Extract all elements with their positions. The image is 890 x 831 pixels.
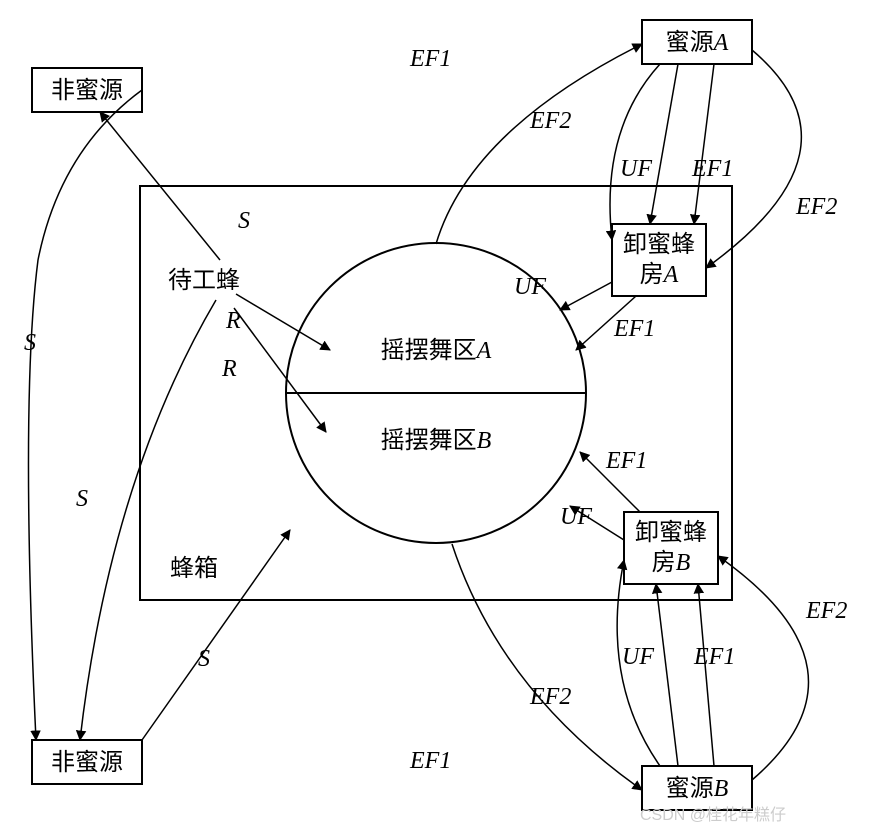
edge-label-uf-a-down: UF (620, 156, 652, 182)
edge-label-s-top-in: S (238, 208, 250, 234)
edge-ef1-bot-out (452, 544, 642, 790)
unload-b-label2: 房B (652, 549, 691, 576)
edge-label-ef1-top-out: EF1 (409, 46, 451, 72)
edge-label-uf-b-up: UF (622, 644, 654, 670)
edge-label-uf-b-dance: UF (560, 504, 592, 530)
edge-s-bot-out (80, 300, 216, 740)
edge-label-ef1-b-dance: EF1 (605, 448, 647, 474)
diagram-canvas: 蜂箱 摇摆舞区A 摇摆舞区B 待工蜂 非蜜源 非蜜源 蜜源A 蜜源B 卸蜜蜂 房… (0, 0, 890, 831)
non-source-top-label: 非蜜源 (51, 77, 123, 104)
watermark-text: CSDN @桂花年糕仔 (640, 806, 786, 824)
unload-a-label2: 房A (640, 261, 679, 288)
edge-label-ef2-b-in: EF2 (529, 684, 571, 710)
edge-uf-b-up (656, 584, 678, 766)
edge-label-s-bot-in: S (198, 646, 210, 672)
edge-ef1-top-out (436, 44, 642, 244)
edge-uf-a-dance (560, 282, 612, 310)
edge-ef1-a-down (694, 64, 714, 224)
edge-label-ef1-bot-out: EF1 (409, 748, 451, 774)
dance-a-label: 摇摆舞区A (381, 337, 492, 364)
edge-label-r-a: R (225, 308, 241, 334)
edge-uf-a-down (650, 64, 678, 224)
edge-label-ef1-a-dance: EF1 (613, 316, 655, 342)
source-a-label: 蜜源A (666, 29, 729, 56)
edge-label-ef2-a-loop: EF2 (795, 194, 837, 220)
edge-s-top-out (28, 90, 142, 740)
hive-label: 蜂箱 (170, 555, 218, 582)
edge-label-r-b: R (221, 356, 237, 382)
unload-b-label1: 卸蜜蜂 (635, 519, 707, 546)
edge-ef1-b-up (698, 584, 714, 766)
dance-b-label: 摇摆舞区B (381, 427, 492, 454)
unload-a-label1: 卸蜜蜂 (623, 231, 695, 258)
edge-label-s-top-out: S (24, 330, 36, 356)
source-b-label: 蜜源B (666, 775, 729, 802)
edge-label-s-bot-out: S (76, 486, 88, 512)
waiting-bee-label: 待工蜂 (168, 267, 240, 294)
non-source-bot-label: 非蜜源 (51, 749, 123, 776)
edge-label-ef1-a-down: EF1 (691, 156, 733, 182)
edge-label-ef2-a-in: EF2 (529, 108, 571, 134)
edge-label-ef2-b-loop: EF2 (805, 598, 847, 624)
edge-label-uf-a-dance: UF (514, 274, 546, 300)
edge-label-ef1-b-up: EF1 (693, 644, 735, 670)
